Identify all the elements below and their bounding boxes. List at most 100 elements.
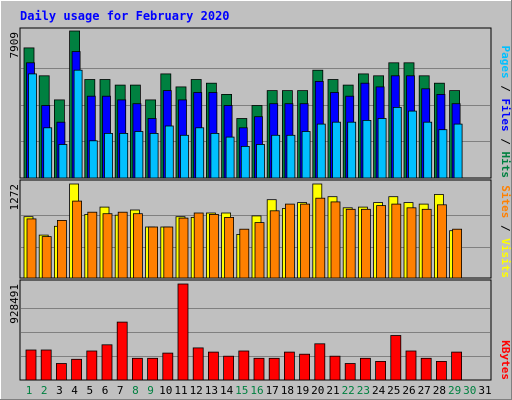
legend-sep-1: / <box>499 79 512 99</box>
x-tick-label-17: 17 <box>266 384 279 397</box>
pages-bar-day-3 <box>58 144 68 179</box>
pages-bar-day-21 <box>332 121 341 179</box>
sites-bar-day-6 <box>102 213 113 279</box>
kbytes-bar-day-8 <box>131 357 143 381</box>
x-tick-label-31: 31 <box>478 384 491 397</box>
x-tick-label-24: 24 <box>372 384 386 397</box>
pages-bar-day-23 <box>362 120 372 179</box>
x-tick-label-18: 18 <box>281 384 294 397</box>
kbytes-bar-day-10 <box>162 352 174 381</box>
kbytes-bar-day-28 <box>435 360 447 381</box>
pages-bar-day-18 <box>286 134 296 179</box>
x-tick-label-4: 4 <box>71 384 78 397</box>
kbytes-bar-day-1 <box>25 349 37 381</box>
pages-bar-day-5 <box>88 140 98 179</box>
pages-bar-day-24 <box>377 118 387 179</box>
x-tick-label-11: 11 <box>174 384 187 397</box>
kbytes-bar-day-19 <box>299 353 311 381</box>
x-tick-label-20: 20 <box>311 384 324 397</box>
kbytes-legend: KBytes <box>499 340 512 380</box>
chart-title: Daily usage for February 2020 <box>20 9 230 23</box>
panel-hits-files-pages: 7909 Pages / Files / Hits <box>8 27 512 179</box>
pages-bar-day-7 <box>119 132 129 179</box>
visits-sites-bars <box>23 183 463 279</box>
x-tick-label-7: 7 <box>117 384 124 397</box>
sites-bar-day-17 <box>269 210 280 279</box>
sites-bar-day-15 <box>239 228 250 279</box>
kbytes-bar-day-15 <box>238 350 250 381</box>
x-tick-label-26: 26 <box>402 384 415 397</box>
pages-bar-day-28 <box>438 129 448 179</box>
kbytes-bar-day-16 <box>253 357 265 381</box>
pages-bar-day-17 <box>271 134 281 179</box>
kbytes-bar-day-25 <box>390 335 402 381</box>
pages-bar-day-14 <box>225 136 235 179</box>
legend-sites: Sites <box>499 185 512 218</box>
svg-text:KBytes: KBytes <box>499 340 512 380</box>
x-tick-label-27: 27 <box>418 384 431 397</box>
x-tick-label-6: 6 <box>102 384 109 397</box>
pages-bar-day-10 <box>164 125 174 179</box>
panel-visits-sites: 1272 Sites / Visits <box>8 179 512 279</box>
kbytes-bar-day-21 <box>329 355 341 381</box>
sites-bar-day-4 <box>72 200 82 279</box>
legend-sep-3: / <box>499 218 512 238</box>
pages-bar-day-22 <box>347 121 357 179</box>
pages-bar-day-11 <box>180 134 189 179</box>
sites-bar-day-10 <box>163 226 174 279</box>
sites-bar-day-11 <box>178 217 189 279</box>
kbytes-bar-day-26 <box>405 350 417 381</box>
sites-bar-day-7 <box>117 211 128 279</box>
pages-bar-day-1 <box>28 73 37 179</box>
sites-bar-day-12 <box>193 212 204 279</box>
x-tick-label-12: 12 <box>190 384 203 397</box>
pages-bar-day-9 <box>149 132 159 179</box>
kbytes-bar-day-2 <box>40 349 52 381</box>
legend-pages: Pages <box>499 46 512 79</box>
x-tick-label-2: 2 <box>41 384 48 397</box>
kbytes-bar-day-17 <box>268 357 280 381</box>
sites-bar-day-9 <box>148 226 159 279</box>
kbytes-bar-day-23 <box>359 357 371 381</box>
kbytes-bar-day-9 <box>147 357 159 381</box>
kbytes-bar-day-5 <box>86 350 98 381</box>
kbytes-bar-day-20 <box>314 343 326 381</box>
pages-bar-day-27 <box>423 121 433 179</box>
x-tick-label-19: 19 <box>296 384 309 397</box>
x-tick-label-29: 29 <box>448 384 461 397</box>
kbytes-bar-day-18 <box>283 351 295 381</box>
sites-bar-day-23 <box>360 208 371 279</box>
sites-bar-day-2 <box>41 236 52 279</box>
sites-bar-day-29 <box>452 228 463 279</box>
sites-bar-day-24 <box>376 205 387 279</box>
x-tick-label-16: 16 <box>250 384 263 397</box>
visits-legend: Sites / Visits <box>499 185 512 278</box>
sites-bar-day-27 <box>421 208 432 279</box>
sites-bar-day-1 <box>26 218 37 279</box>
x-tick-label-28: 28 <box>433 384 446 397</box>
sites-bar-day-16 <box>254 222 265 279</box>
sites-bar-day-19 <box>300 203 311 279</box>
sites-bar-day-22 <box>345 208 356 279</box>
visits-max-label: 1272 <box>8 184 21 211</box>
x-tick-label-9: 9 <box>147 384 154 397</box>
pages-bar-day-12 <box>195 127 205 179</box>
legend-files: Files <box>499 99 512 132</box>
x-tick-label-3: 3 <box>56 384 63 397</box>
kbytes-bar-day-24 <box>375 360 387 381</box>
pages-bar-day-19 <box>301 131 311 179</box>
sites-bar-day-13 <box>208 213 219 279</box>
pages-bar-day-15 <box>240 145 250 179</box>
pages-bar-day-8 <box>134 131 144 179</box>
pages-bar-day-25 <box>392 107 402 179</box>
pages-bar-day-29 <box>453 123 463 179</box>
x-tick-label-1: 1 <box>26 384 33 397</box>
kbytes-bar-day-6 <box>101 344 113 381</box>
sites-bar-day-18 <box>284 203 295 279</box>
hits-max-label: 7909 <box>8 32 21 59</box>
sites-bar-day-14 <box>224 216 235 279</box>
kbytes-bar-day-14 <box>223 355 235 381</box>
x-tick-label-8: 8 <box>132 384 139 397</box>
svg-text:Sites / Visits: Sites / Visits <box>499 185 512 278</box>
x-tick-label-23: 23 <box>357 384 370 397</box>
